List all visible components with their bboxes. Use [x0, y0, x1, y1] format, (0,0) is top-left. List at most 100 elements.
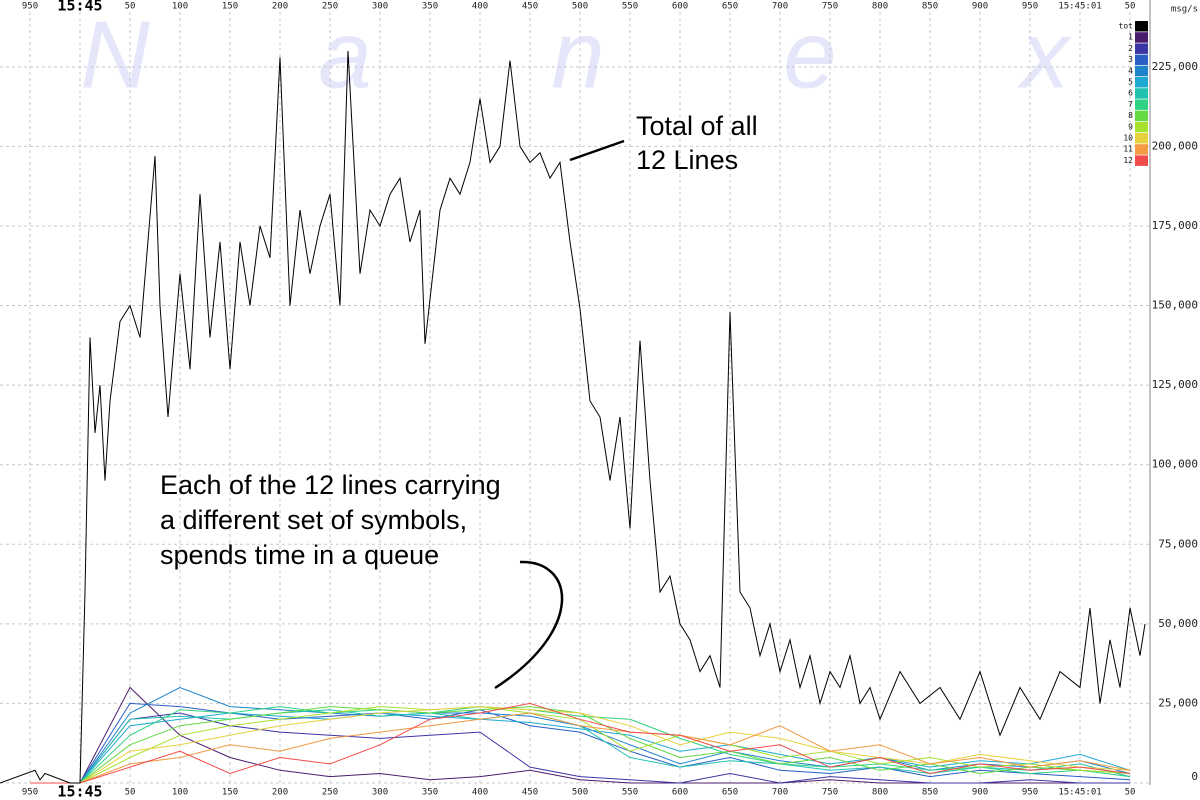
legend-label: 3 [1128, 55, 1133, 64]
x-tick-label: 950 [1022, 2, 1038, 12]
series-line [30, 706, 1131, 784]
legend-swatch [1135, 21, 1148, 32]
legend-swatch [1135, 144, 1148, 155]
series-line [30, 702, 1131, 784]
x-tick-label: 300 [372, 2, 388, 12]
x-tick-label: 850 [922, 2, 938, 12]
y-tick-label: 150,000 [1152, 299, 1198, 312]
y-tick-label: 50,000 [1158, 617, 1198, 630]
x-tick-label: 500 [572, 788, 588, 798]
legend-label: 5 [1128, 78, 1133, 87]
x-tick-label: 250 [322, 788, 338, 798]
x-tick-label: 900 [972, 2, 988, 12]
y-tick-label: 125,000 [1152, 378, 1198, 391]
y-tick-label: 75,000 [1158, 537, 1198, 550]
annotation: Each of the 12 lines carrying [160, 470, 501, 500]
annotation: 12 Lines [636, 145, 738, 175]
x-tick-label: 400 [472, 2, 488, 12]
x-tick-label: 350 [422, 788, 438, 798]
x-tick-label: 15:45 [57, 0, 102, 15]
legend-label: 2 [1128, 44, 1133, 53]
x-tick-label: 800 [872, 2, 888, 12]
legend-swatch [1135, 43, 1148, 54]
annotation: spends time in a queue [160, 540, 439, 570]
x-tick-label: 450 [522, 2, 538, 12]
legend-label: 12 [1123, 156, 1133, 165]
x-tick-label: 15:45 [57, 783, 102, 800]
legend-swatch [1135, 155, 1148, 166]
x-tick-label: 950 [22, 2, 38, 12]
x-tick-label: 50 [125, 2, 136, 12]
legend-label: 10 [1123, 134, 1133, 143]
x-tick-label: 300 [372, 788, 388, 798]
legend-swatch [1135, 99, 1148, 110]
annotation-arrow [569, 139, 625, 162]
series-line [30, 706, 1131, 784]
legend-swatch [1135, 121, 1148, 133]
x-tick-label: 15:45:01 [1058, 2, 1101, 12]
x-tick-label: 550 [622, 2, 638, 12]
x-tick-label: 800 [872, 788, 888, 798]
legend-swatch [1135, 77, 1148, 88]
y-tick-label: 175,000 [1152, 219, 1198, 232]
y-unit: msg/s [1171, 5, 1198, 15]
y-tick-label: 225,000 [1152, 60, 1198, 73]
x-tick-label: 650 [722, 788, 738, 798]
y-tick-label: 200,000 [1152, 139, 1198, 152]
legend-swatch [1135, 88, 1148, 99]
x-tick-label: 700 [772, 2, 788, 12]
x-tick-label: 400 [472, 788, 488, 798]
watermark-letter: n [551, 1, 604, 108]
annotation-arrow [494, 560, 564, 690]
x-tick-label: 700 [772, 788, 788, 798]
watermark-letter: N [80, 1, 150, 108]
x-tick-label: 200 [272, 2, 288, 12]
plot [0, 50, 1146, 784]
x-tick-label: 150 [222, 788, 238, 798]
legend-swatch [1135, 110, 1148, 122]
legend-swatch [1135, 32, 1148, 43]
legend-label: 9 [1128, 122, 1133, 131]
x-tick-label: 450 [522, 788, 538, 798]
y-tick-label: 25,000 [1158, 696, 1198, 709]
x-tick-label: 950 [22, 788, 38, 798]
x-tick-label: 200 [272, 788, 288, 798]
annotation: Total of all [636, 111, 758, 141]
series-line [30, 702, 1131, 784]
series-line [30, 712, 1131, 784]
x-tick-label: 150 [222, 2, 238, 12]
annotations: Total of all 12 Lines Each of the 12 lines… [160, 111, 758, 690]
legend-label: 1 [1128, 33, 1133, 42]
legend-swatch [1135, 133, 1148, 144]
legend-label: 8 [1128, 111, 1133, 120]
legend-label: 11 [1123, 145, 1133, 154]
y-tick-label: 100,000 [1152, 458, 1198, 471]
watermark-letter: a [318, 1, 371, 108]
watermark-letter: x [1017, 1, 1072, 108]
x-tick-label: 900 [972, 788, 988, 798]
series-line [0, 50, 1146, 784]
legend-label: 6 [1128, 89, 1133, 98]
x-tick-label: 950 [1022, 788, 1038, 798]
x-tick-label: 500 [572, 2, 588, 12]
legend-label: 7 [1128, 100, 1133, 109]
x-tick-label: 550 [622, 788, 638, 798]
annotation: a different set of symbols, [160, 505, 467, 535]
x-tick-label: 50 [125, 788, 136, 798]
x-tick-label: 600 [672, 2, 688, 12]
legend-swatch [1135, 54, 1148, 66]
x-tick-label: 50 [1125, 788, 1136, 798]
x-tick-label: 50 [1125, 2, 1136, 12]
x-tick-label: 100 [172, 2, 188, 12]
x-tick-label: 600 [672, 788, 688, 798]
series-line [30, 712, 1131, 784]
x-tick-label: 850 [922, 788, 938, 798]
legend-label: tot [1119, 22, 1134, 31]
x-tick-label: 350 [422, 2, 438, 12]
